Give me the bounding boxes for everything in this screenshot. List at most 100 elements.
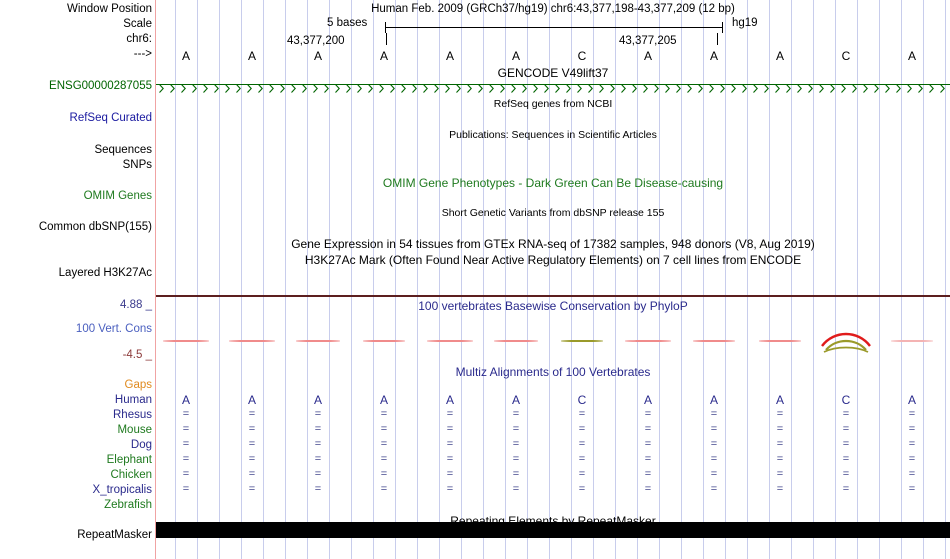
track-label-species-elephant[interactable]: Elephant (106, 454, 152, 466)
alignment-match-elephant[interactable]: = (578, 453, 586, 465)
alignment-match-elephant[interactable]: = (446, 453, 454, 465)
alignment-match-elephant[interactable]: = (248, 453, 256, 465)
alignment-match-rhesus[interactable]: = (380, 408, 388, 420)
alignment-match-dog[interactable]: = (314, 438, 322, 450)
track-title-refseq[interactable]: RefSeq genes from NCBI (493, 98, 613, 110)
alignment-match-mouse[interactable]: = (380, 423, 388, 435)
track-label-chrom[interactable]: chr6: (126, 33, 152, 45)
conservation-bar[interactable] (363, 340, 405, 342)
track-data-area[interactable]: Human Feb. 2009 (GRCh37/hg19) chr6:43,37… (156, 0, 950, 559)
alignment-match-xtropicalis[interactable]: = (908, 483, 916, 495)
track-label-species-xtropicalis[interactable]: X_tropicalis (92, 484, 152, 496)
track-label-omim-genes[interactable]: OMIM Genes (83, 190, 152, 202)
track-label-species-rhesus[interactable]: Rhesus (113, 409, 152, 421)
track-label-column[interactable]: Window Position Scale chr6: ---> ENSG0000028… (0, 0, 156, 559)
alignment-match-dog[interactable]: = (248, 438, 256, 450)
alignment-match-elephant[interactable]: = (842, 453, 850, 465)
reference-base[interactable]: A (313, 49, 322, 63)
alignment-match-dog[interactable]: = (908, 438, 916, 450)
alignment-match-elephant[interactable]: = (380, 453, 388, 465)
alignment-match-dog[interactable]: = (578, 438, 586, 450)
reference-base[interactable]: A (775, 49, 784, 63)
alignment-match-mouse[interactable]: = (842, 423, 850, 435)
alignment-match-xtropicalis[interactable]: = (710, 483, 718, 495)
track-label-snps[interactable]: SNPs (122, 159, 152, 171)
alignment-match-xtropicalis[interactable]: = (644, 483, 652, 495)
alignment-match-mouse[interactable]: = (776, 423, 784, 435)
alignment-match-rhesus[interactable]: = (578, 408, 586, 420)
alignment-match-chicken[interactable]: = (710, 468, 718, 480)
alignment-match-rhesus[interactable]: = (182, 408, 190, 420)
track-label-layered-h3k27ac[interactable]: Layered H3K27Ac (58, 267, 152, 279)
alignment-match-xtropicalis[interactable]: = (446, 483, 454, 495)
alignment-match-elephant[interactable]: = (644, 453, 652, 465)
track-label-cons-max[interactable]: 4.88 _ (120, 299, 152, 311)
reference-base[interactable]: A (643, 49, 652, 63)
alignment-match-chicken[interactable]: = (314, 468, 322, 480)
conservation-bar[interactable] (561, 340, 603, 342)
track-label-cons-min[interactable]: -4.5 _ (122, 349, 152, 361)
alignment-match-xtropicalis[interactable]: = (182, 483, 190, 495)
alignment-match-mouse[interactable]: = (512, 423, 520, 435)
alignment-match-rhesus[interactable]: = (446, 408, 454, 420)
alignment-match-dog[interactable]: = (512, 438, 520, 450)
track-label-refseq-curated[interactable]: RefSeq Curated (69, 112, 152, 124)
alignment-match-mouse[interactable]: = (446, 423, 454, 435)
alignment-base-human[interactable]: A (247, 393, 256, 407)
repeatmasker-bar[interactable] (156, 522, 950, 538)
alignment-match-mouse[interactable]: = (644, 423, 652, 435)
reference-base[interactable]: A (511, 49, 520, 63)
alignment-match-rhesus[interactable]: = (314, 408, 322, 420)
track-label-species-chicken[interactable]: Chicken (110, 469, 152, 481)
conservation-bar[interactable] (891, 340, 933, 342)
alignment-match-xtropicalis[interactable]: = (248, 483, 256, 495)
alignment-match-mouse[interactable]: = (578, 423, 586, 435)
alignment-match-elephant[interactable]: = (710, 453, 718, 465)
reference-base[interactable]: A (709, 49, 718, 63)
alignment-match-rhesus[interactable]: = (776, 408, 784, 420)
alignment-base-human[interactable]: A (181, 393, 190, 407)
conservation-bar[interactable] (759, 340, 801, 342)
alignment-base-human[interactable]: A (643, 393, 652, 407)
gencode-gene-arrows[interactable] (156, 79, 950, 93)
track-title-dbsnp[interactable]: Short Genetic Variants from dbSNP releas… (441, 207, 665, 219)
track-label-scale[interactable]: Scale (123, 18, 152, 30)
alignment-match-chicken[interactable]: = (248, 468, 256, 480)
alignment-base-human[interactable]: A (907, 393, 916, 407)
track-label-window-position[interactable]: Window Position (66, 3, 152, 15)
alignment-match-xtropicalis[interactable]: = (776, 483, 784, 495)
alignment-base-human[interactable]: A (775, 393, 784, 407)
alignment-match-mouse[interactable]: = (908, 423, 916, 435)
track-label-repeatmasker[interactable]: RepeatMasker (77, 529, 152, 541)
alignment-match-mouse[interactable]: = (314, 423, 322, 435)
track-title-omim[interactable]: OMIM Gene Phenotypes - Dark Green Can Be… (382, 176, 724, 190)
alignment-match-chicken[interactable]: = (182, 468, 190, 480)
alignment-base-human[interactable]: A (511, 393, 520, 407)
alignment-match-chicken[interactable]: = (578, 468, 586, 480)
reference-base[interactable]: A (379, 49, 388, 63)
track-label-gaps[interactable]: Gaps (124, 379, 153, 391)
alignment-match-dog[interactable]: = (446, 438, 454, 450)
alignment-match-chicken[interactable]: = (512, 468, 520, 480)
track-title-gtex[interactable]: Gene Expression in 54 tissues from GTEx … (291, 237, 815, 251)
reference-base[interactable]: A (181, 49, 190, 63)
conservation-bar[interactable] (229, 340, 275, 342)
track-label-cons-title[interactable]: 100 Vert. Cons (75, 323, 152, 335)
conservation-bar[interactable] (296, 340, 340, 342)
track-label-species-mouse[interactable]: Mouse (117, 424, 152, 436)
alignment-match-elephant[interactable]: = (182, 453, 190, 465)
alignment-match-xtropicalis[interactable]: = (842, 483, 850, 495)
alignment-match-mouse[interactable]: = (248, 423, 256, 435)
track-label-species-zebrafish[interactable]: Zebrafish (104, 499, 152, 511)
track-title-multiz[interactable]: Multiz Alignments of 100 Vertebrates (455, 365, 651, 379)
alignment-base-human[interactable]: A (709, 393, 718, 407)
conservation-bar[interactable] (693, 340, 735, 342)
alignment-match-chicken[interactable]: = (908, 468, 916, 480)
alignment-match-xtropicalis[interactable]: = (380, 483, 388, 495)
track-label-sequences[interactable]: Sequences (94, 144, 152, 156)
alignment-match-chicken[interactable]: = (380, 468, 388, 480)
track-title-gencode[interactable]: GENCODE V49lift37 (497, 66, 609, 80)
alignment-base-human[interactable]: A (445, 393, 454, 407)
alignment-match-chicken[interactable]: = (842, 468, 850, 480)
conservation-bar[interactable] (163, 340, 209, 342)
